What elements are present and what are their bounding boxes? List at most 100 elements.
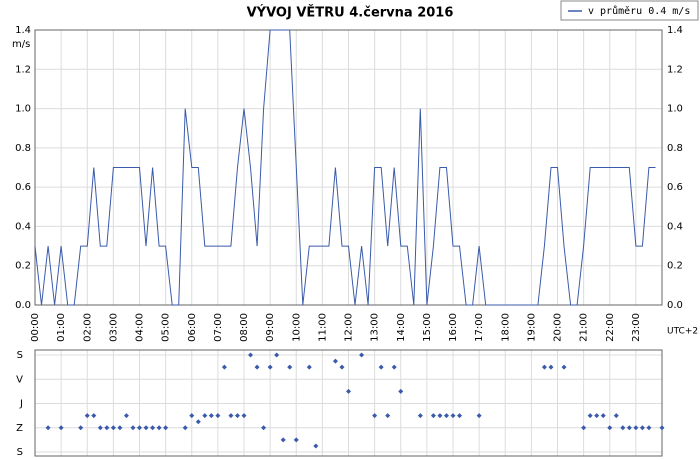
x-tick-label: 22:00 [605,313,616,342]
point [156,425,162,431]
point [541,364,547,370]
y-tick-label: 0.8 [667,143,683,154]
point [150,425,156,431]
point [241,413,247,419]
point [117,425,123,431]
y-tick-label: J [19,399,23,410]
point [280,437,286,443]
point [182,425,188,431]
legend-box [560,0,699,21]
x-tick-label: 02:00 [82,313,93,342]
point [346,388,351,394]
data-line [34,29,656,306]
x-tick-label: 13:00 [370,313,381,342]
y-tick-label: Z [16,423,23,434]
point [437,413,443,419]
y-tick-label: 0.8 [15,143,31,154]
point [391,364,397,370]
point [476,413,482,419]
point [398,388,404,394]
point [339,364,345,370]
point [332,358,338,364]
y-tick-label: 0.6 [667,182,683,193]
y-tick-label: 0.0 [15,300,31,311]
y-tick-label: V [16,374,23,385]
y-axis-label: m/s [12,39,30,50]
x-tick-label: 05:00 [161,313,172,342]
x-tick-label: 00:00 [30,313,41,342]
point [626,425,632,431]
point [313,443,319,449]
x-tick-label: 01:00 [56,313,67,342]
point [457,413,463,419]
point [97,425,103,431]
point [130,425,136,431]
point [417,413,423,419]
y-tick-label: 1.2 [15,64,31,75]
point [202,413,208,419]
y-tick-label: 0.2 [15,261,31,272]
point [195,419,201,425]
point [261,425,267,431]
y-tick-label: 0.6 [15,182,31,193]
point [208,413,214,419]
y-tick-label: 0.4 [15,221,31,232]
x-tick-label: 20:00 [553,313,564,342]
point [372,413,378,419]
point [234,413,240,419]
y-tick-label: S [17,447,23,458]
point [287,364,293,370]
point [254,364,260,370]
x-tick-label: 12:00 [344,313,355,342]
point [607,425,613,431]
point [137,425,142,431]
y-tick-label: 0.0 [667,300,683,311]
x-tick-label: 19:00 [526,313,537,342]
legend-label: v průměru 0.4 m/s [588,5,690,17]
x-tick-label: 06:00 [187,313,198,342]
y-tick-label: 1.2 [667,64,683,75]
point [104,425,110,431]
point [450,413,456,419]
point [274,352,280,358]
x-tick-label: 15:00 [422,313,433,342]
point [385,413,391,419]
point [613,413,619,419]
plot-frame [34,29,663,306]
point [443,413,449,419]
x-tick-label: 23:00 [631,313,642,342]
y-tick-label: 1.0 [15,104,31,115]
x-tick-label: 18:00 [500,313,511,342]
point [587,413,593,419]
point [221,364,227,370]
plot-frame [34,349,663,457]
point [91,413,97,419]
y-tick-label: 1.4 [667,25,683,36]
point [123,413,129,419]
point [548,364,554,370]
point [646,425,652,431]
point [228,413,234,419]
point [620,425,626,431]
point [84,413,90,419]
point [378,364,384,370]
x-tick-label: 04:00 [135,313,146,342]
point [143,425,149,431]
point [633,425,639,431]
x-tick-label: 17:00 [474,313,485,342]
y-tick-label: 1.4 [15,25,31,36]
y-tick-label: S [17,350,23,361]
point [581,425,587,431]
point [248,352,254,358]
point [267,364,273,370]
point [189,413,195,419]
y-tick-label: 0.2 [667,261,683,272]
y-tick-label: 0.4 [667,221,683,232]
point [110,425,116,431]
point [430,413,436,419]
point [45,425,51,431]
point [594,413,600,419]
point [215,413,221,419]
y-tick-label: 1.0 [667,104,683,115]
